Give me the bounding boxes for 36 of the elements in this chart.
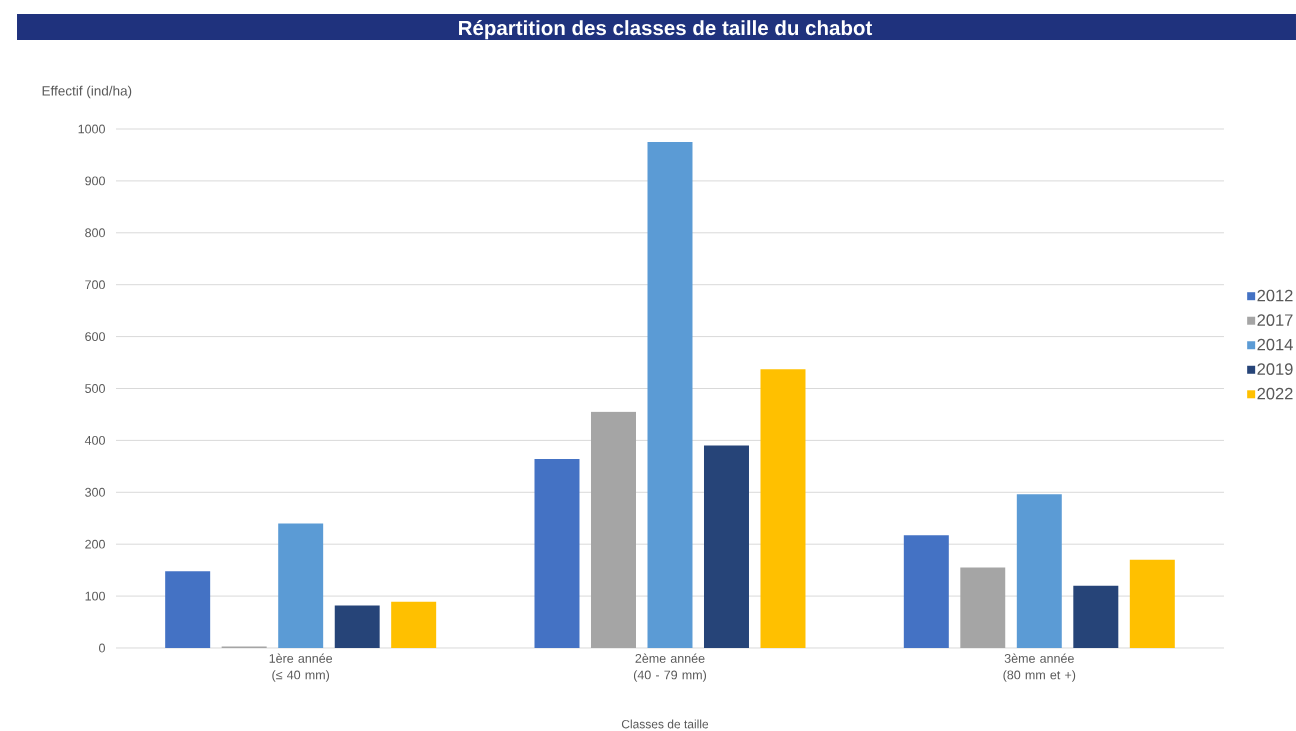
bar (1073, 585, 1119, 648)
legend-label: 2012 (1257, 289, 1293, 302)
legend-label: 2022 (1257, 387, 1293, 400)
bar (1129, 559, 1175, 648)
x-tick-label: 2ème année (40 - 79 mm) (633, 653, 707, 682)
bar (278, 523, 324, 648)
y-tick-label: 800 (85, 228, 105, 238)
bar (590, 411, 636, 648)
x-tick-label: 1ère année (≤ 40 mm) (269, 653, 333, 682)
x-tick-label: 3ème année (80 mm et +) (1003, 653, 1076, 682)
bar (703, 445, 749, 648)
bar (391, 601, 437, 648)
chart-title: Répartition des classes de taille du chabot (459, 19, 873, 40)
bar (534, 459, 580, 648)
bar (165, 571, 211, 648)
legend-label: 2017 (1257, 314, 1293, 326)
bar (960, 567, 1006, 648)
bar (903, 535, 949, 648)
legend-label: 2014 (1257, 338, 1293, 351)
x-axis-title: Classes de taille (621, 719, 709, 729)
y-tick-label: 200 (85, 539, 105, 549)
y-tick-label: 700 (85, 280, 105, 290)
bar (647, 141, 693, 648)
legend-label: 2019 (1257, 363, 1293, 375)
y-axis-title: Effectif (ind/ha) (42, 85, 132, 99)
bar (760, 369, 806, 648)
bar (334, 605, 380, 648)
bar (1016, 494, 1062, 648)
y-tick-label: 900 (85, 176, 105, 186)
y-tick-label: 0 (99, 643, 105, 653)
y-tick-label: 100 (85, 591, 105, 601)
y-tick-label: 600 (85, 332, 105, 342)
y-tick-label: 500 (85, 384, 105, 393)
y-tick-label: 300 (85, 487, 105, 497)
y-tick-label: 400 (84, 435, 105, 445)
y-tick-label: 1000 (78, 124, 105, 134)
